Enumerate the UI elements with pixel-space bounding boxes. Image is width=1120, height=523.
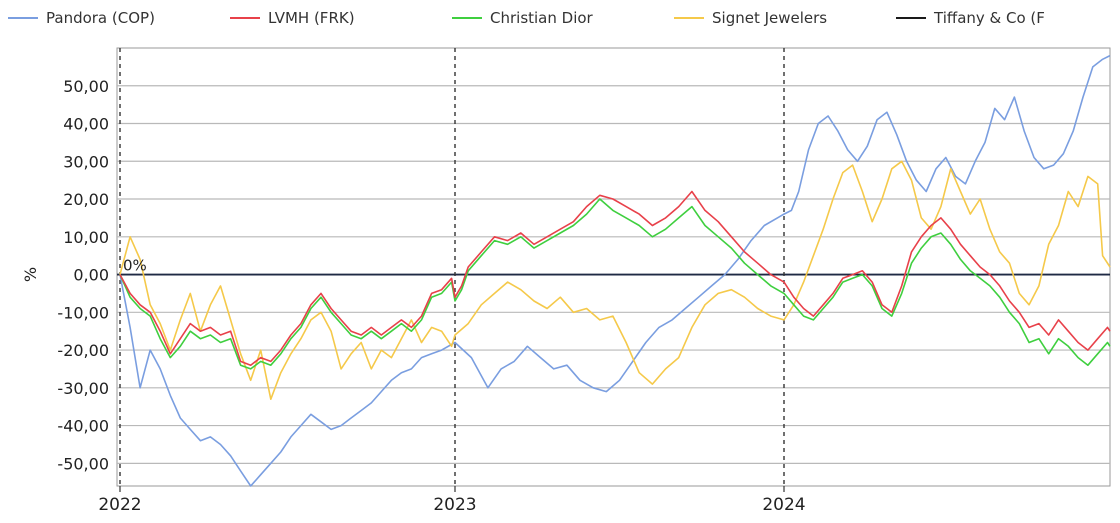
x-tick-label: 2022 bbox=[98, 495, 141, 515]
legend-label-tiffany: Tiffany & Co (F bbox=[934, 9, 1045, 27]
series-layer bbox=[119, 54, 1111, 487]
label-layer: -50,00 -40,00 -30,00 -20,00 -10,00 0,00 10,00 2… bbox=[21, 77, 806, 515]
series-line-2 bbox=[119, 198, 1111, 370]
legend: Pandora (COP) LVMH (FRK) Christian Dior … bbox=[0, 0, 1120, 34]
y-tick-label: 30,00 bbox=[63, 152, 109, 171]
legend-label-dior: Christian Dior bbox=[490, 9, 593, 27]
y-tick-label: 20,00 bbox=[63, 190, 109, 209]
legend-item-dior[interactable]: Christian Dior bbox=[452, 9, 593, 27]
series-line-0 bbox=[119, 54, 1111, 487]
y-tick-label: 10,00 bbox=[63, 228, 109, 247]
y-tick-label: 0,00 bbox=[73, 266, 109, 285]
legend-swatch-lvmh bbox=[230, 17, 260, 19]
x-tick-label: 2023 bbox=[433, 495, 476, 515]
legend-item-pandora[interactable]: Pandora (COP) bbox=[8, 9, 155, 27]
legend-item-tiffany[interactable]: Tiffany & Co (F bbox=[896, 9, 1045, 27]
y-tick-label: 40,00 bbox=[63, 115, 109, 134]
legend-swatch-tiffany bbox=[896, 17, 926, 19]
axis-layer bbox=[117, 48, 1110, 492]
y-tick-label: 50,00 bbox=[63, 77, 109, 96]
legend-swatch-dior bbox=[452, 17, 482, 19]
legend-item-lvmh[interactable]: LVMH (FRK) bbox=[230, 9, 355, 27]
grid-layer bbox=[116, 47, 1111, 487]
legend-item-signet[interactable]: Signet Jewelers bbox=[674, 9, 827, 27]
legend-swatch-pandora bbox=[8, 17, 38, 19]
series-line-1 bbox=[119, 190, 1111, 366]
legend-swatch-signet bbox=[674, 17, 704, 19]
plot-area bbox=[116, 47, 1111, 487]
legend-label-pandora: Pandora (COP) bbox=[46, 9, 155, 27]
y-tick-label: -30,00 bbox=[57, 379, 109, 398]
zero-label: 0% bbox=[123, 257, 147, 275]
legend-label-signet: Signet Jewelers bbox=[712, 9, 828, 27]
x-tick-label: 2024 bbox=[762, 495, 805, 515]
series-line-3 bbox=[119, 160, 1111, 400]
legend-label-lvmh: LVMH (FRK) bbox=[268, 9, 355, 27]
y-tick-label: -50,00 bbox=[57, 454, 109, 473]
y-tick-label: -40,00 bbox=[57, 417, 109, 436]
y-tick-label: -10,00 bbox=[57, 303, 109, 322]
y-axis-label: % bbox=[21, 267, 40, 282]
y-tick-label: -20,00 bbox=[57, 341, 109, 360]
